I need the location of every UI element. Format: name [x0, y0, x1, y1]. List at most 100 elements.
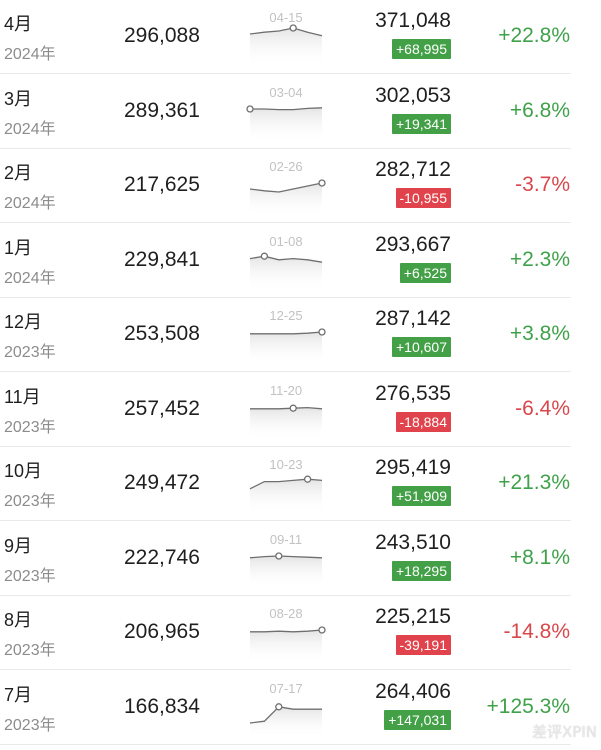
sparkline-area: [250, 28, 322, 67]
list-item[interactable]: 4月 2024年 296,088 371,048 +68,995 +22.8% 04-15: [0, 0, 601, 74]
percent-change: +21.3%: [498, 471, 570, 494]
current-value: 371,048: [375, 9, 451, 32]
sparkline-marker: [318, 179, 326, 187]
list-item[interactable]: 3月 2024年 289,361 302,053 +19,341 +6.8% 03-04: [0, 75, 601, 149]
list-item[interactable]: 7月 2023年 166,834 264,406 +147,031 +125.3% 07-1…: [0, 671, 601, 745]
year-label: 2024年: [4, 195, 56, 212]
sparkline-date: 11-20: [270, 383, 302, 398]
row-divider: [0, 296, 571, 298]
sparkline-marker: [303, 475, 312, 483]
sparkline-area: [250, 706, 322, 738]
sparkline-date: 02-26: [269, 159, 302, 174]
sparkline-area: [250, 479, 322, 514]
current-value: 264,406: [375, 679, 451, 703]
sparkline-marker: [246, 104, 254, 113]
percent-change: +8.1%: [509, 545, 570, 569]
list-item[interactable]: 8月 2023年 206,965 225,215 -39,191 -14.8% 08-28: [0, 596, 601, 670]
sparkline-area: [250, 630, 322, 663]
month-label: 4月: [4, 14, 33, 34]
sparkline-line: [249, 182, 323, 193]
diff-badge: +19,341: [392, 113, 451, 134]
year-label: 2024年: [4, 120, 56, 138]
month-label: 3月: [4, 88, 33, 109]
current-value: 282,712: [375, 158, 451, 181]
current-value: 293,667: [375, 232, 451, 256]
sparkline: 04-15: [249, 10, 323, 67]
base-value: 166,834: [124, 694, 200, 718]
year-label: 2023年: [4, 642, 56, 659]
row-divider: [0, 371, 571, 372]
diff-badge: +6,525: [399, 262, 451, 283]
list-item[interactable]: 11月 2023年 257,452 276,535 -18,884 -6.4% 11-20: [0, 373, 601, 447]
sparkline: 01-08: [249, 234, 323, 291]
current-value: 276,535: [375, 381, 451, 405]
row-divider: [0, 520, 571, 521]
year-label: 2023年: [4, 418, 56, 436]
sparkline-date: 09-11: [270, 532, 302, 547]
diff-badge: -10,955: [395, 188, 451, 208]
base-value: 257,452: [124, 396, 200, 420]
list-item[interactable]: 9月 2023年 222,746 243,510 +18,295 +8.1% 09-11: [0, 522, 601, 596]
sparkline: 09-11: [249, 532, 323, 589]
sparkline: 02-26: [249, 159, 326, 216]
base-value: 217,625: [124, 173, 200, 196]
year-label: 2023年: [4, 344, 56, 361]
sparkline-line: [250, 629, 323, 633]
sparkline-area: [250, 332, 322, 365]
diff-badge: -39,191: [395, 635, 451, 655]
year-label: 2024年: [4, 46, 56, 63]
sparkline-area: [250, 255, 322, 291]
sparkline-date: 01-08: [269, 234, 302, 249]
sparkline-line: [249, 554, 323, 558]
sparkline: 07-17: [249, 681, 322, 738]
current-value: 302,053: [375, 83, 451, 107]
base-value: 229,841: [124, 247, 200, 271]
sparkline: 10-23: [249, 457, 323, 514]
percent-change: +22.8%: [498, 24, 570, 47]
sparkline-marker: [275, 551, 283, 560]
list-item[interactable]: 2月 2024年 217,625 282,712 -10,955 -3.7% 02-26: [0, 149, 601, 223]
sparkline-marker: [275, 702, 283, 710]
sparkline-marker: [318, 328, 326, 336]
sparkline-line: [249, 27, 323, 37]
base-value: 249,472: [124, 471, 200, 494]
sparkline-date: 07-17: [269, 681, 302, 696]
percent-change: +2.3%: [509, 247, 570, 271]
sparkline-line: [250, 106, 323, 110]
diff-badge: -18,884: [395, 411, 451, 432]
row-divider: [0, 73, 571, 74]
month-label: 9月: [4, 535, 33, 556]
sparkline-area: [250, 407, 322, 440]
list-item[interactable]: 1月 2024年 229,841 293,667 +6,525 +2.3% 01-08: [0, 224, 601, 298]
list-item[interactable]: 10月 2023年 249,472 295,419 +51,909 +21.3% 10-23: [0, 447, 601, 521]
current-value: 295,419: [375, 456, 451, 479]
sparkline-date: 12-25: [269, 308, 302, 323]
month-label: 11月: [4, 386, 41, 407]
watermark: 差评XPIN: [532, 723, 597, 741]
sparkline-marker: [260, 252, 269, 260]
year-label: 2023年: [4, 493, 56, 510]
sparkline-line: [250, 406, 323, 409]
diff-badge: +147,031: [384, 709, 451, 730]
row-divider: [0, 147, 571, 149]
row-divider: [0, 594, 571, 596]
percent-change: -6.4%: [515, 396, 570, 420]
sparkline-date: 04-15: [269, 10, 302, 25]
diff-badge: +18,295: [392, 560, 451, 581]
year-label: 2023年: [4, 567, 56, 585]
sparkline-area: [250, 107, 322, 142]
base-value: 222,746: [124, 545, 200, 569]
percent-change: +6.8%: [509, 98, 570, 122]
percent-change: -3.7%: [515, 173, 570, 196]
sparkline-marker: [318, 626, 326, 634]
row-divider: [0, 743, 571, 745]
sparkline-marker: [289, 24, 297, 32]
month-label: 10月: [4, 461, 43, 481]
sparkline: 03-04: [246, 85, 323, 142]
month-label: 1月: [4, 237, 33, 258]
base-value: 296,088: [124, 24, 200, 47]
sparkline-date: 08-28: [269, 606, 302, 621]
month-label: 12月: [4, 312, 43, 332]
list-item[interactable]: 12月 2023年 253,508 287,142 +10,607 +3.8% 12-25: [0, 298, 601, 372]
